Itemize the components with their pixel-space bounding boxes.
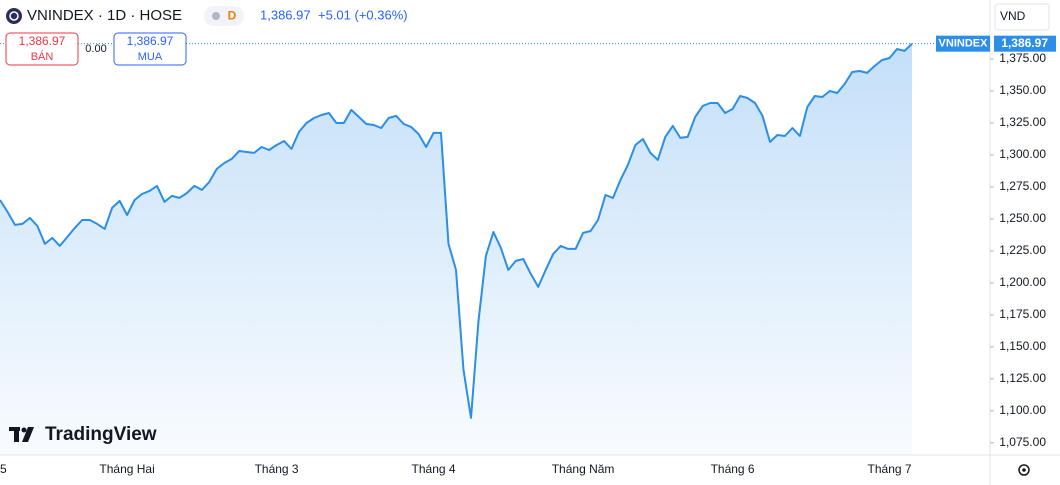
sell-label: BÁN	[31, 50, 54, 63]
logo-icon	[9, 427, 34, 442]
y-tick-label: 1,275.00	[999, 179, 1046, 193]
y-tick-label: 1,150.00	[999, 339, 1046, 353]
buy-button[interactable]	[113, 32, 187, 66]
y-tick-label: 1,100.00	[999, 403, 1046, 417]
symbol-tag: VNINDEX	[939, 38, 989, 50]
price-change: +5.01 (+0.36%)	[318, 7, 408, 22]
badge-bg[interactable]	[204, 6, 244, 26]
badge: D	[228, 9, 237, 23]
symbol-logo	[6, 8, 22, 24]
logo-text: TradingView	[45, 424, 157, 445]
currency-box[interactable]	[994, 3, 1050, 31]
y-tick-label: 1,075.00	[999, 435, 1046, 449]
area-fill	[0, 43, 912, 455]
x-tick-label: Tháng Năm	[552, 462, 615, 476]
y-tick-label: 1,125.00	[999, 371, 1046, 385]
y-tick-label: 1,375.00	[999, 51, 1046, 65]
y-tick-label: 1,350.00	[999, 83, 1046, 97]
plot-area	[0, 42, 990, 455]
last-price: 1,386.97	[260, 7, 311, 22]
x-tick-label: Tháng 6	[711, 462, 755, 476]
y-tick-label: 1,175.00	[999, 307, 1046, 321]
sell-price: 1,386.97	[19, 34, 66, 48]
x-tick-label: Tháng Hai	[99, 462, 154, 476]
currency: VND	[1000, 9, 1026, 23]
price-line	[0, 42, 913, 419]
symbol-title: VNINDEX · 1D · HOSE	[27, 7, 182, 24]
x-tick-label: 25	[0, 462, 7, 476]
y-tick-label: 1,325.00	[999, 115, 1046, 129]
sell-button[interactable]	[5, 32, 79, 66]
y-tick-label: 1,225.00	[999, 243, 1046, 257]
badge-dot	[212, 12, 220, 20]
x-tick-label: Tháng 3	[255, 462, 299, 476]
buy-label: MUA	[138, 51, 163, 63]
symbol-logo-mark	[9, 11, 19, 21]
settings-icon[interactable]	[1018, 464, 1030, 476]
y-tick-label: 1,300.00	[999, 147, 1046, 161]
symbol-tag-bg	[936, 35, 990, 52]
x-tick-label: Tháng 7	[868, 462, 912, 476]
buy-price: 1,386.97	[127, 34, 174, 48]
x-tick-label: Tháng 4	[412, 462, 456, 476]
spread: 0.00	[85, 43, 106, 55]
settings-icon-center	[1022, 468, 1026, 472]
y-tick-label: 1,200.00	[999, 275, 1046, 289]
price-tag-bg	[994, 35, 1056, 52]
price-tag: 1,386.97	[1001, 36, 1048, 50]
y-tick-label: 1,250.00	[999, 211, 1046, 225]
